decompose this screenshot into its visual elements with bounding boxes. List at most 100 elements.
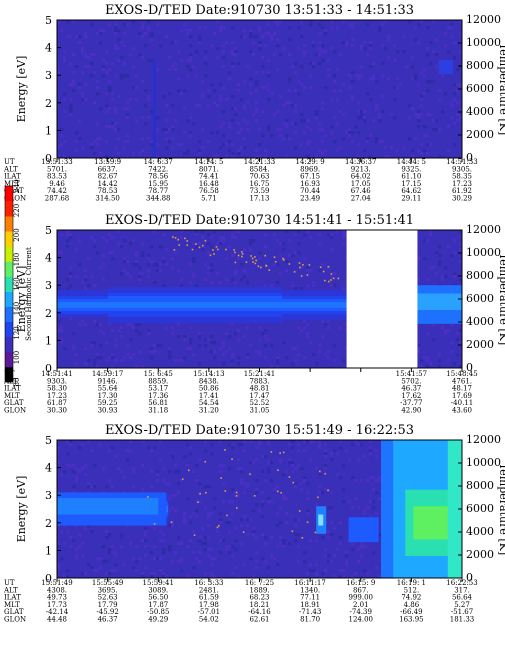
heatmap-cell <box>132 239 136 243</box>
heatmap-cell <box>258 305 262 309</box>
heatmap-cell <box>420 104 424 108</box>
heatmap-cell <box>306 335 310 339</box>
heatmap-cell <box>141 539 145 543</box>
heatmap-cell <box>138 302 142 306</box>
heatmap-cell <box>267 497 271 501</box>
heatmap-cell <box>312 296 316 300</box>
heatmap-cell <box>84 293 88 297</box>
table-row-label: ILAT <box>4 594 21 602</box>
heatmap-cell <box>159 269 163 273</box>
heatmap-cell <box>228 335 232 339</box>
heatmap-cell <box>117 95 121 99</box>
heatmap-cell <box>303 53 307 57</box>
heatmap-cell <box>126 323 130 327</box>
heatmap-cell <box>120 293 124 297</box>
heatmap-cell <box>117 29 121 33</box>
heatmap-cell <box>135 311 139 315</box>
heatmap-cell <box>252 239 256 243</box>
heatmap-cell <box>156 302 160 306</box>
heatmap-cell <box>159 308 163 312</box>
heatmap-cell <box>297 230 301 234</box>
table-cell: 56.64 <box>452 594 473 602</box>
heatmap-cell <box>168 311 172 315</box>
heatmap-cell <box>219 95 223 99</box>
heatmap-cell <box>150 551 154 555</box>
heatmap-cell <box>339 440 343 444</box>
heatmap-cell <box>300 65 304 69</box>
heatmap-cell <box>114 563 118 567</box>
heatmap-cell <box>459 230 463 234</box>
heatmap-cell <box>81 572 85 576</box>
heatmap-cell <box>291 284 295 288</box>
heatmap-cell <box>327 560 331 564</box>
heatmap-cell <box>417 347 421 351</box>
chart-title: EXOS-D/TED Date:910730 13:51:33 - 14:51:… <box>105 3 414 18</box>
heatmap-cell <box>126 296 130 300</box>
heatmap-cell <box>306 440 310 444</box>
heatmap-cell <box>108 305 112 309</box>
table-cell: 17.62 <box>401 392 421 400</box>
heatmap-cell <box>297 443 301 447</box>
heatmap-cell <box>297 317 301 321</box>
heatmap-cell <box>333 299 337 303</box>
heatmap-cell <box>306 293 310 297</box>
y2-tick-label: 2000 <box>466 128 494 141</box>
heatmap-cell <box>72 470 76 474</box>
heatmap-cell <box>333 302 337 306</box>
heatmap-cell <box>84 308 88 312</box>
heatmap-cell <box>222 293 226 297</box>
scatter-point <box>293 271 296 273</box>
heatmap-cell <box>276 44 280 48</box>
heatmap-cell <box>255 71 259 75</box>
scatter-point <box>255 259 258 262</box>
heatmap-cell <box>198 335 202 339</box>
heatmap-cell <box>72 308 76 312</box>
heatmap-cell <box>378 476 382 480</box>
heatmap-cell <box>222 65 226 69</box>
heatmap-cell <box>258 257 262 261</box>
heatmap-cell <box>159 287 163 291</box>
heatmap-cell <box>234 236 238 240</box>
heatmap-cell <box>189 299 193 303</box>
scatter-point <box>212 249 214 251</box>
heatmap-cell <box>267 440 271 444</box>
heatmap-cell <box>246 356 250 360</box>
heatmap-cell <box>57 329 61 333</box>
heatmap-cell <box>210 269 214 273</box>
heatmap-cell <box>291 305 295 309</box>
heatmap-cell <box>225 545 229 549</box>
heatmap-cell <box>210 575 214 579</box>
heatmap-cell <box>318 308 322 312</box>
heatmap-cell <box>222 50 226 54</box>
heatmap-cell <box>330 317 334 321</box>
heatmap-cell <box>186 443 190 447</box>
heatmap-cell <box>267 293 271 297</box>
heatmap-cell <box>177 308 181 312</box>
heatmap-cell <box>453 92 457 96</box>
scatter-point <box>225 248 227 251</box>
heatmap-cell <box>387 77 391 81</box>
heatmap-cell <box>363 41 367 45</box>
heatmap-cell <box>276 299 280 303</box>
table-cell: 163.95 <box>399 616 424 624</box>
heatmap-cell <box>282 290 286 294</box>
heatmap-cell <box>186 575 190 579</box>
heatmap-cell <box>294 575 298 579</box>
scatter-point <box>277 469 279 472</box>
heatmap-cell <box>309 311 313 315</box>
heatmap-cell <box>141 311 145 315</box>
heatmap-cell <box>57 293 61 297</box>
heatmap-cell <box>180 299 184 303</box>
heatmap-cell <box>96 137 100 141</box>
heatmap-cell <box>90 299 94 303</box>
heatmap-cell <box>183 356 187 360</box>
heatmap-cell <box>123 287 127 291</box>
scatter-point <box>174 237 177 239</box>
table-cell: 76.58 <box>199 187 219 195</box>
heatmap-cell <box>60 308 64 312</box>
heatmap-cell <box>198 491 202 495</box>
table-cell: 46.37 <box>401 385 421 393</box>
heatmap-cell <box>153 287 157 291</box>
heatmap-cell <box>69 440 73 444</box>
heatmap-cell <box>276 290 280 294</box>
